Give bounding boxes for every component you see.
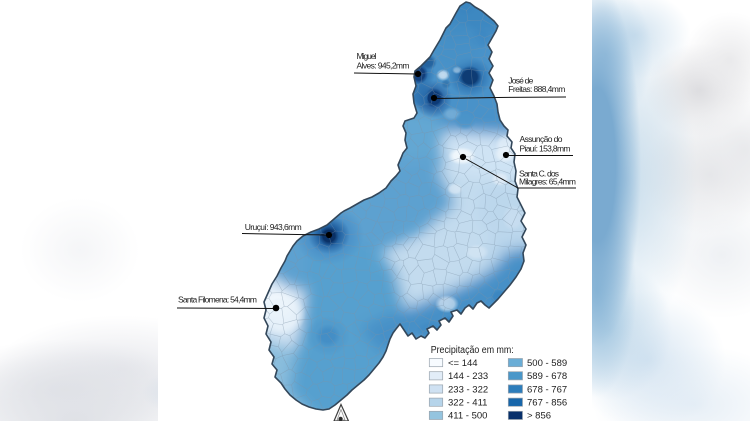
svg-text:Precipitação em mm:: Precipitação em mm: — [431, 345, 514, 356]
svg-text:Freitas: 888,4mm: Freitas: 888,4mm — [508, 84, 565, 94]
svg-text:500 - 589: 500 - 589 — [527, 358, 567, 369]
svg-text:144 - 233: 144 - 233 — [448, 371, 488, 382]
svg-text:678 - 767: 678 - 767 — [527, 384, 567, 395]
svg-text:Uruçuí: 943,6mm: Uruçuí: 943,6mm — [245, 222, 302, 232]
svg-text:Alves: 945,2mm: Alves: 945,2mm — [357, 61, 410, 71]
svg-text:<= 144: <= 144 — [448, 358, 478, 369]
svg-text:767 - 856: 767 - 856 — [527, 398, 567, 409]
svg-text:322 - 411: 322 - 411 — [448, 398, 487, 409]
svg-text:Miguel: Miguel — [357, 51, 377, 61]
svg-text:Piauí: 153,8mm: Piauí: 153,8mm — [520, 144, 571, 154]
svg-text:Assunção do: Assunção do — [520, 134, 563, 144]
svg-text:233 - 322: 233 - 322 — [448, 384, 488, 395]
svg-text:Santa C. dos: Santa C. dos — [519, 169, 559, 179]
svg-text:Santa Filomena: 54,4mm: Santa Filomena: 54,4mm — [178, 295, 257, 305]
svg-text:José de: José de — [508, 76, 533, 86]
svg-text:411 - 500: 411 - 500 — [448, 411, 487, 421]
svg-text:> 856: > 856 — [527, 411, 551, 421]
svg-text:589 - 678: 589 - 678 — [527, 371, 567, 382]
svg-text:Milagres: 65,4mm: Milagres: 65,4mm — [519, 177, 576, 187]
